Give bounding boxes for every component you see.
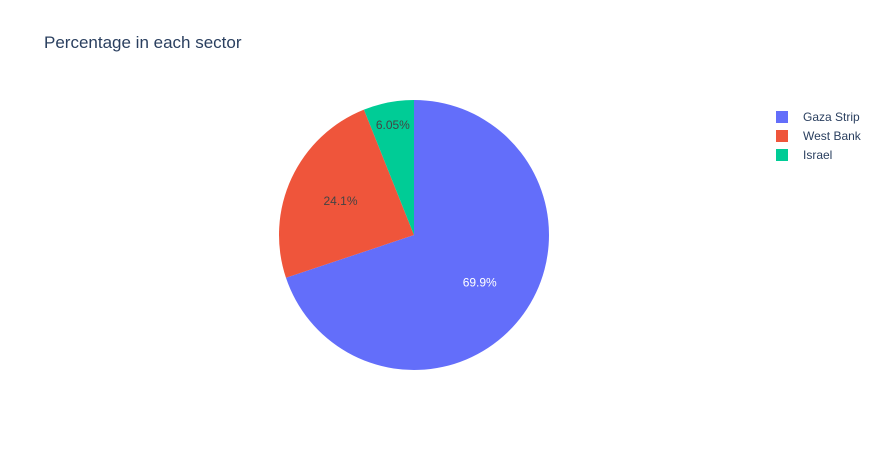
chart-title: Percentage in each sector: [44, 33, 242, 52]
legend-label: Israel: [803, 147, 833, 162]
slice-label-israel: 6.05%: [376, 118, 410, 132]
pie-slice-west-bank[interactable]: [279, 109, 414, 278]
legend-label: Gaza Strip: [803, 109, 860, 124]
legend-swatch: [776, 110, 788, 123]
pie-slice-gaza-strip[interactable]: [285, 100, 549, 370]
legend-swatch: [776, 148, 788, 161]
legend-item-west-bank[interactable]: West Bank: [776, 126, 861, 145]
legend-swatch: [776, 129, 788, 142]
slice-label-west-bank: 24.1%: [323, 194, 357, 208]
legend: Gaza Strip West Bank Israel: [776, 107, 861, 164]
legend-item-gaza-strip[interactable]: Gaza Strip: [776, 107, 861, 126]
legend-label: West Bank: [803, 128, 861, 143]
legend-item-israel[interactable]: Israel: [776, 145, 861, 164]
pie-slice-israel[interactable]: [363, 100, 414, 235]
slice-label-gaza-strip: 69.9%: [463, 275, 497, 289]
